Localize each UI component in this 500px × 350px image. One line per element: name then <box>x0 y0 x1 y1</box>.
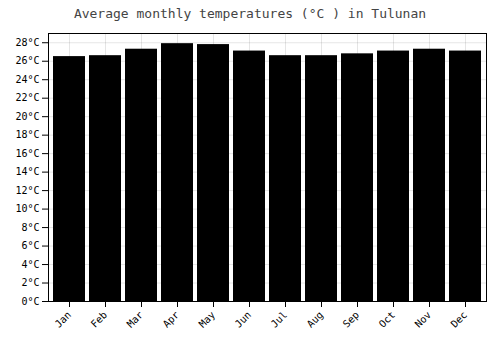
svg-text:Aug: Aug <box>305 309 326 330</box>
svg-text:22°C: 22°C <box>15 92 39 103</box>
svg-text:Dec: Dec <box>449 309 470 330</box>
svg-text:10°C: 10°C <box>15 203 39 214</box>
svg-text:Oct: Oct <box>377 309 398 330</box>
html-text:Average monthly temperatures (: Average monthly temperatures (°C ) in Tu… <box>73 6 427 21</box>
svg-text:Feb: Feb <box>89 309 110 330</box>
svg-text:20°C: 20°C <box>15 111 39 122</box>
svg-text:28°C: 28°C <box>15 37 39 48</box>
svg-text:Jul: Jul <box>269 309 290 330</box>
svg-text:2°C: 2°C <box>21 277 39 288</box>
svg-text:Jan: Jan <box>53 309 74 330</box>
svg-text:Nov: Nov <box>413 309 434 330</box>
svg-text:6°C: 6°C <box>21 240 39 251</box>
svg-text:12°C: 12°C <box>15 185 39 196</box>
svg-text:8°C: 8°C <box>21 222 39 233</box>
svg-text:Apr: Apr <box>161 309 182 330</box>
svg-text:0°C: 0°C <box>21 296 39 307</box>
svg-text:Sep: Sep <box>341 309 362 330</box>
svg-text:24°C: 24°C <box>15 74 39 85</box>
svg-text:May: May <box>197 309 218 330</box>
svg-text:14°C: 14°C <box>15 166 39 177</box>
svg-text:18°C: 18°C <box>15 129 39 140</box>
svg-text:Jun: Jun <box>233 309 254 330</box>
svg-text:4°C: 4°C <box>21 259 39 270</box>
svg-text:Mar: Mar <box>125 309 146 330</box>
svg-text:26°C: 26°C <box>15 55 39 66</box>
svg-text:16°C: 16°C <box>15 148 39 159</box>
